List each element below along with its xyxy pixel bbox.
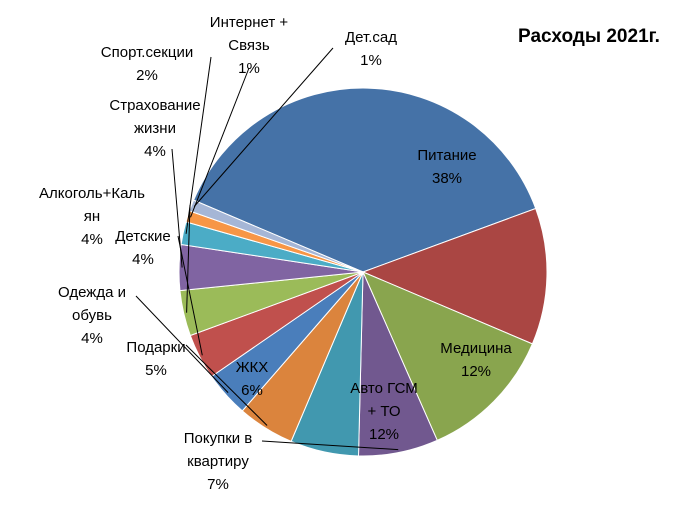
slice-name-2: Авто ГСМ — [350, 380, 417, 397]
slice-name-3: Покупки в — [184, 430, 253, 447]
pie-slice-2 — [362, 271, 534, 442]
leader-line-7 — [177, 235, 203, 356]
leader-line-8 — [186, 204, 191, 313]
leader-line-5 — [185, 344, 268, 426]
leader-line-12 — [193, 47, 334, 207]
leader-line-6 — [135, 295, 229, 393]
slice-label-6: Одежда и обувь 4% — [58, 284, 126, 347]
chart-title: Расходы 2021г. — [518, 26, 660, 47]
slice-label-11: Интернет + Связь 1% — [210, 14, 289, 77]
slice-name-0: Питание — [417, 147, 476, 164]
slice-name-6: обувь — [72, 307, 112, 324]
leader-line-10 — [185, 56, 212, 234]
slice-name-7: Детские — [115, 228, 171, 245]
slice-label-4: ЖКХ 6% — [236, 359, 269, 399]
slice-percent-0: 38% — [432, 170, 462, 187]
slice-percent-8: 4% — [81, 231, 103, 248]
slice-name-12: Дет.сад — [345, 29, 397, 46]
slice-name-9: Страхование — [109, 97, 200, 114]
slice-label-12: Дет.сад 1% — [345, 29, 397, 69]
slice-label-9: Страхование жизни 4% — [109, 97, 200, 160]
slice-percent-3: 7% — [207, 476, 229, 493]
slice-name-3: квартиру — [187, 453, 249, 470]
slice-label-7: Детские 4% — [115, 228, 171, 268]
slice-name-8: Алкоголь+Каль — [39, 185, 145, 202]
slice-percent-9: 4% — [144, 143, 166, 160]
slice-name-4: ЖКХ — [236, 359, 269, 376]
slice-name-1: Медицина — [440, 340, 512, 357]
slice-label-3: Покупки в квартиру 7% — [184, 430, 253, 493]
slice-label-2: Авто ГСМ + ТО 12% — [350, 380, 417, 443]
slice-name-11: Интернет + — [210, 14, 289, 31]
slice-percent-2: 12% — [369, 426, 399, 443]
leader-lines — [135, 47, 399, 451]
slice-name-5: Подарки — [126, 339, 185, 356]
slice-percent-6: 4% — [81, 330, 103, 347]
slice-labels: Питание 38% Медицина 12% Авто ГСМ + ТО 12% Поку… — [39, 14, 512, 493]
slice-name-11: Связь — [228, 37, 270, 54]
leader-line-3 — [261, 440, 399, 451]
slice-percent-5: 5% — [145, 362, 167, 379]
slice-label-5: Подарки 5% — [126, 339, 185, 379]
slice-percent-1: 12% — [461, 363, 491, 380]
slice-name-10: Спорт.секции — [101, 44, 193, 61]
slice-label-0: Питание 38% — [417, 147, 476, 187]
slice-percent-12: 1% — [360, 52, 382, 69]
slice-name-2: + ТО — [367, 403, 400, 420]
slice-name-8: ян — [84, 208, 100, 225]
pie-slices — [178, 87, 548, 457]
slice-name-6: Одежда и — [58, 284, 126, 301]
slice-label-8: Алкоголь+Каль ян 4% — [39, 185, 145, 248]
slice-label-10: Спорт.секции 2% — [101, 44, 193, 84]
leader-line-9 — [171, 148, 183, 268]
slice-name-9: жизни — [134, 120, 176, 137]
slice-percent-4: 6% — [241, 382, 263, 399]
pie-slice-0 — [192, 87, 537, 273]
slice-percent-10: 2% — [136, 67, 158, 84]
slice-percent-11: 1% — [238, 60, 260, 77]
slice-percent-7: 4% — [132, 251, 154, 268]
pie-slice-1 — [361, 207, 548, 345]
slice-label-1: Медицина 12% — [440, 340, 512, 380]
leader-line-11 — [190, 67, 250, 218]
